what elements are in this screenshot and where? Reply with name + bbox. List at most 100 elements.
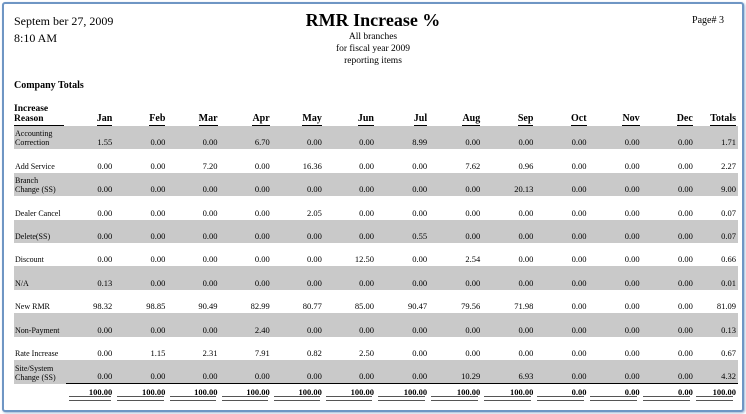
row-value-cell: 85.00 xyxy=(354,301,374,312)
table-row: Rate Increase 0.00 1.15 2.31 7.91 0.82 2.50 0.0… xyxy=(14,337,738,360)
double-underline-segment xyxy=(117,396,164,401)
column-header-label: Apr xyxy=(252,113,270,126)
table-header-row: Increase Reason Jan Feb Mar Apr May Jun Jul Aug S… xyxy=(14,104,738,126)
column-header-label: Sep xyxy=(517,113,534,126)
row-value-cell: 0.00 xyxy=(482,266,536,290)
row-value-cell: 0.00 xyxy=(202,254,218,265)
column-header-label: Increase Reason xyxy=(14,104,65,126)
column-header-label: Jun xyxy=(357,113,374,126)
row-reason-label: Site/System Change (SS) xyxy=(14,359,67,384)
row-value-cell: 82.99 xyxy=(250,301,270,312)
row-value-cell: 0.00 xyxy=(150,207,166,218)
row-value-cell: 0.00 xyxy=(535,359,589,384)
row-reason-label: Rate Increase xyxy=(15,348,59,358)
row-value-cell: 0.13 xyxy=(66,266,115,290)
row-value-cell: 1.55 xyxy=(66,126,115,150)
report-subtitle-1: All branches xyxy=(348,32,398,42)
section-title: Company Totals xyxy=(14,80,84,91)
row-value-cell: 8.99 xyxy=(375,126,430,150)
row-value-cell: 9.00 xyxy=(694,172,738,197)
double-underline-segment xyxy=(222,396,268,401)
double-underline-segment xyxy=(326,396,372,401)
row-reason-label: Delete(SS) xyxy=(14,219,67,243)
column-header-label: May xyxy=(302,113,322,126)
row-value-cell: 0.00 xyxy=(323,266,376,290)
row-value-cell: 0.00 xyxy=(323,126,376,150)
row-value-cell: 0.00 xyxy=(465,207,481,218)
row-value-cell: 0.00 xyxy=(323,313,376,337)
row-value-cell: 0.01 xyxy=(694,266,738,290)
row-value-cell: 0.00 xyxy=(412,207,428,218)
column-header-feb: Feb xyxy=(114,104,167,126)
row-value-cell: 0.00 xyxy=(429,172,483,197)
row-value-cell: 0.00 xyxy=(167,313,220,337)
row-value-cell: 0.00 xyxy=(571,207,587,218)
row-reason-label: Non-Payment xyxy=(14,313,67,337)
column-header-apr: Apr xyxy=(220,104,272,126)
row-value-cell: 0.00 xyxy=(219,359,272,384)
row-value-cell: 2.05 xyxy=(306,207,322,218)
row-value-cell: 0.07 xyxy=(721,207,736,218)
totals-row-spacer xyxy=(14,384,66,401)
table-row: New RMR 98.32 98.85 90.49 82.99 80.77 85.00 90.… xyxy=(14,290,738,313)
row-value-cell: 0.00 xyxy=(641,172,695,197)
table-row: Delete(SS) 0.00 0.00 0.00 0.00 0.00 0.00 0.55 0.… xyxy=(14,219,738,243)
row-value-cell: 80.77 xyxy=(302,301,322,312)
row-reason-label: Add Service xyxy=(15,161,55,171)
row-value-cell: 98.32 xyxy=(93,301,113,312)
row-value-cell: 0.00 xyxy=(114,219,168,243)
row-value-cell: 0.00 xyxy=(66,359,115,384)
row-reason-label: New RMR xyxy=(15,302,50,312)
grand-total-double-rule xyxy=(65,396,738,401)
row-value-cell: 90.47 xyxy=(407,301,428,312)
row-value-cell: 0.00 xyxy=(429,266,483,290)
row-value-cell: 0.00 xyxy=(219,219,272,243)
row-value-cell: 0.00 xyxy=(518,207,534,218)
column-header-label: Aug xyxy=(462,113,481,126)
row-value-cell: 0.00 xyxy=(518,347,534,358)
row-value-cell: 0.00 xyxy=(114,313,168,337)
row-value-cell: 0.00 xyxy=(114,266,168,290)
row-value-cell: 0.00 xyxy=(271,172,324,197)
row-value-cell: 0.00 xyxy=(588,172,642,197)
row-value-cell: 0.00 xyxy=(271,126,324,150)
row-value-cell: 0.00 xyxy=(641,313,695,337)
row-reason-label: Discount xyxy=(15,255,44,265)
row-value-cell: 7.91 xyxy=(254,347,270,358)
row-value-cell: 7.62 xyxy=(465,160,481,171)
row-value-cell: 6.93 xyxy=(482,359,536,384)
row-value-cell: 1.71 xyxy=(694,126,738,150)
row-value-cell: 0.00 xyxy=(66,172,115,197)
row-value-cell: 0.00 xyxy=(375,313,430,337)
column-header-aug: Aug xyxy=(429,104,482,126)
row-value-cell: 16.36 xyxy=(302,160,322,171)
row-value-cell: 2.50 xyxy=(359,347,374,358)
row-value-cell: 0.00 xyxy=(167,266,220,290)
row-value-cell: 0.00 xyxy=(375,359,430,384)
row-value-cell: 0.00 xyxy=(412,347,428,358)
table-row: Discount 0.00 0.00 0.00 0.00 0.00 12.50 0.00 2.5… xyxy=(14,243,738,266)
row-value-cell: 10.29 xyxy=(429,359,483,384)
row-value-cell: 0.00 xyxy=(412,160,428,171)
row-value-cell: 0.00 xyxy=(97,160,113,171)
row-value-cell: 0.00 xyxy=(641,219,695,243)
row-value-cell: 0.00 xyxy=(465,347,481,358)
row-value-cell: 0.00 xyxy=(359,207,374,218)
report-time: 8:10 AM xyxy=(14,31,58,45)
row-reason-label: Dealer Cancel xyxy=(15,208,61,218)
row-value-cell: 0.00 xyxy=(624,301,640,312)
double-underline-segment xyxy=(378,396,425,401)
row-value-cell: 12.50 xyxy=(354,254,374,265)
row-reason-label: Accounting Correction xyxy=(14,126,67,150)
report-heading: RMR Increase % All branches for fiscal y… xyxy=(4,9,742,67)
double-underline-segment xyxy=(537,396,584,401)
column-header-label: Jul xyxy=(413,113,428,126)
row-value-cell: 0.00 xyxy=(66,313,115,337)
row-value-cell: 0.00 xyxy=(114,126,168,150)
column-header-jun: Jun xyxy=(324,104,376,126)
row-value-cell: 0.00 xyxy=(412,254,428,265)
row-value-cell: 2.27 xyxy=(721,160,736,171)
rmr-table: Increase Reason Jan Feb Mar Apr May Jun Jul Aug S… xyxy=(14,104,738,401)
row-value-cell: 0.00 xyxy=(114,172,168,197)
row-value-cell: 0.00 xyxy=(535,172,589,197)
